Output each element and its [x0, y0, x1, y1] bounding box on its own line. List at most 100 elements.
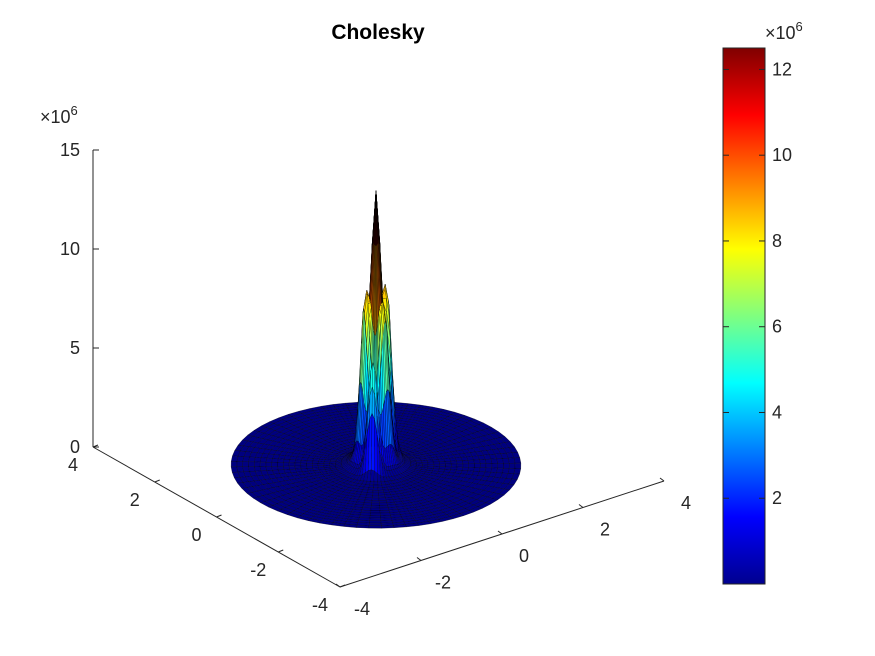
surface-facet: [363, 502, 372, 506]
surface-facet: [288, 465, 296, 470]
surface-facet: [372, 492, 379, 496]
surface-facet: [265, 462, 272, 467]
surface-facet: [372, 495, 380, 499]
surface-facet: [377, 487, 384, 491]
surface-facet: [439, 463, 446, 467]
colorbar-multiplier: ×106: [765, 19, 803, 43]
x-tick-label: -2: [435, 573, 451, 593]
z-tick-label: 10: [60, 239, 80, 259]
surface-facet: [378, 492, 385, 496]
surface-facet: [497, 463, 504, 469]
surface-facet: [277, 466, 285, 471]
surface-plot: [230, 190, 522, 529]
surface-facet: [259, 466, 267, 472]
surface-facet: [230, 466, 239, 473]
surface-facet: [378, 494, 386, 499]
surface-facet: [513, 457, 522, 464]
surface-facet: [368, 522, 382, 526]
surface-facet: [369, 520, 382, 524]
surface-facet: [433, 464, 440, 467]
surface-facet: [456, 463, 464, 468]
surface-facet: [312, 463, 319, 466]
surface-facet: [479, 459, 487, 464]
surface-facet: [370, 505, 380, 509]
surface-facet: [514, 462, 522, 469]
surface-facet: [373, 481, 378, 486]
z-axis-multiplier: ×106: [40, 103, 78, 127]
surface-facet: [468, 463, 475, 468]
surface-facet: [248, 466, 256, 472]
surface-facet: [485, 463, 493, 469]
surface-facet: [462, 460, 469, 465]
surface-facet: [427, 464, 435, 467]
z-tick-label: 15: [60, 140, 80, 160]
surface-facet: [473, 459, 481, 464]
y-tick-label: -4: [312, 595, 328, 615]
surface-facet: [368, 484, 374, 488]
surface-facet: [450, 460, 458, 465]
surface-facet: [283, 465, 290, 470]
surface-facet: [294, 459, 302, 464]
surface-facet: [373, 484, 379, 488]
y-tick-mark: [216, 514, 222, 518]
surface-facet: [300, 465, 308, 469]
surface-facet: [421, 460, 429, 463]
y-tick-label: 4: [68, 455, 78, 475]
surface-facet: [421, 462, 429, 465]
surface-facet: [254, 461, 261, 467]
surface-facet: [371, 502, 380, 506]
surface-facet: [306, 460, 314, 464]
surface-facet: [371, 500, 380, 504]
surface-facet: [369, 515, 381, 519]
colorbar: [722, 47, 766, 585]
surface-facet: [427, 461, 435, 465]
surface-facet: [467, 467, 475, 472]
x-tick-label: 0: [519, 546, 529, 566]
surface-facet: [433, 461, 440, 465]
z-axis-ticks: 0 5 10 15: [60, 140, 99, 457]
surface-facet: [283, 462, 290, 467]
x-tick-label: 4: [681, 493, 691, 513]
surface-facet: [370, 512, 381, 516]
surface-facet: [271, 466, 279, 471]
surface-facet: [462, 463, 469, 468]
surface-facet: [248, 461, 255, 467]
y-tick-mark: [154, 479, 160, 483]
surface-facet: [236, 466, 244, 473]
surface-facet: [283, 459, 291, 463]
y-axis-ticks: -4 -2 0 2 4: [68, 444, 346, 615]
surface-facet: [369, 481, 375, 486]
surface-facet: [230, 461, 238, 468]
surface-facet: [456, 460, 464, 465]
surface-facet: [378, 497, 387, 501]
surface-facet: [259, 457, 268, 463]
surface-facet: [451, 463, 458, 468]
colorbar-tick-label: 2: [772, 488, 782, 508]
colorbar-tick-label: 8: [772, 231, 782, 251]
surface-facet: [242, 456, 250, 462]
surface-facet: [480, 463, 487, 468]
y-tick-label: 0: [191, 525, 201, 545]
surface-facet: [490, 458, 498, 464]
colorbar-ticks: 2 4 6 8 10 12: [723, 59, 792, 508]
z-tick-label: 0: [70, 437, 80, 457]
surface-facet: [294, 465, 302, 470]
surface-facet: [312, 460, 319, 464]
surface-facet: [381, 525, 395, 529]
surface-facet: [513, 468, 522, 475]
surface-facet: [372, 490, 379, 493]
surface-facet: [248, 456, 256, 463]
colorbar-tick-label: 6: [772, 317, 782, 337]
surface-facet: [498, 488, 510, 496]
surface-facet: [265, 466, 273, 471]
surface-facet: [378, 500, 388, 504]
surface-facet: [300, 460, 308, 464]
chart-title: Cholesky: [331, 21, 425, 44]
surface-facet: [479, 467, 487, 473]
surface-facet: [242, 461, 249, 467]
surface-facet: [485, 458, 493, 464]
surface-facet: [444, 461, 452, 465]
surface-facet: [265, 457, 273, 463]
surface-facet: [371, 497, 380, 501]
